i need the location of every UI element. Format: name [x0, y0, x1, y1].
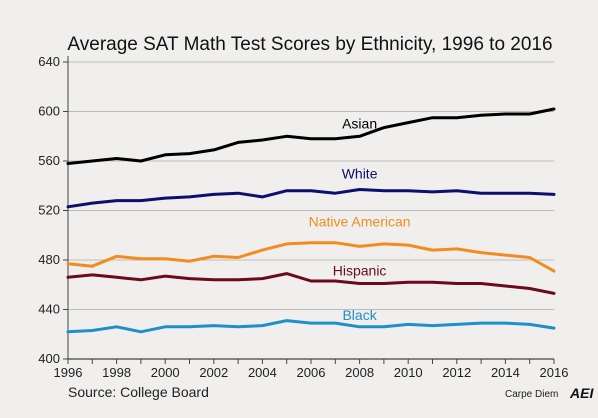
source-note: Source: College Board [68, 384, 209, 400]
chart-title: Average SAT Math Test Scores by Ethnicit… [67, 34, 552, 55]
series-label-white: White [342, 165, 378, 181]
series-label-hispanic: Hispanic [333, 263, 387, 279]
x-tick-label: 1998 [102, 365, 131, 380]
y-tick-label: 400 [38, 351, 60, 366]
y-tick-label: 480 [38, 252, 60, 267]
y-tick-label: 600 [38, 104, 60, 119]
grid-lines [68, 61, 554, 310]
series-line-asian [66, 107, 556, 165]
y-tick-label: 560 [38, 153, 60, 168]
y-tick-label: 640 [38, 54, 60, 69]
series-lines [66, 107, 556, 334]
x-tick-label: 2002 [199, 365, 228, 380]
series-label-asian: Asian [342, 115, 377, 131]
axes: 400 440 480 520 560 600 640 1996 1998 2000 2002 200… [38, 54, 568, 380]
x-tick-label: 2006 [297, 365, 326, 380]
x-tick-label: 2010 [394, 365, 423, 380]
series-label-black: Black [342, 307, 377, 323]
y-tick-label: 520 [38, 203, 60, 218]
x-tick-label: 2016 [540, 365, 569, 380]
x-tick-label: 1996 [54, 365, 83, 380]
series-line-black [66, 319, 556, 334]
x-tick-label: 2000 [151, 365, 180, 380]
series-label-native-american: Native American [309, 213, 411, 229]
credit-text: Carpe Diem [505, 389, 558, 400]
series-line-native-american [66, 241, 556, 273]
series-line-hispanic [66, 272, 556, 295]
x-tick-label: 2012 [442, 365, 471, 380]
x-tick-label: 2004 [248, 365, 277, 380]
x-tick-label: 2014 [491, 365, 520, 380]
y-tick-label: 440 [38, 302, 60, 317]
series-line-white [66, 188, 556, 209]
brand-logo: AEI [569, 385, 594, 401]
series-labels: Asian White Native American Hispanic Black [309, 115, 411, 323]
x-tick-label: 2008 [345, 365, 374, 380]
